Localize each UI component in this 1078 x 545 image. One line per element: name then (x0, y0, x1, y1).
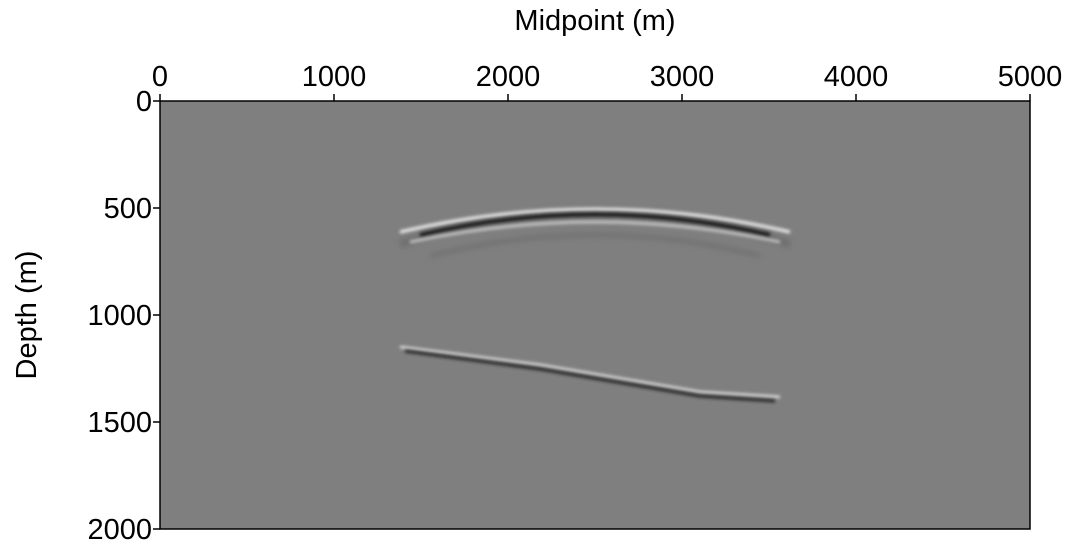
y-axis-label: Depth (m) (11, 251, 43, 380)
y-tick-label: 1500 (87, 407, 152, 439)
x-axis-label: Midpoint (m) (514, 5, 675, 37)
x-tick-label: 1000 (302, 61, 367, 93)
x-tick-label: 4000 (824, 61, 889, 93)
x-tick-label: 3000 (650, 61, 715, 93)
page: Midpoint (m) Depth (m) 0 1000 2000 3000 4000… (0, 0, 1078, 545)
x-tick-label: 0 (152, 61, 168, 93)
x-tick-label: 2000 (476, 61, 541, 93)
y-tick-label: 500 (104, 193, 152, 225)
chart: Midpoint (m) Depth (m) 0 1000 2000 3000 4000… (0, 0, 1078, 545)
y-tick-label: 0 (136, 86, 152, 118)
x-tick-label: 5000 (998, 61, 1063, 93)
y-tick-label: 1000 (87, 300, 152, 332)
image-area (160, 101, 1030, 529)
y-tick-label: 2000 (87, 514, 152, 545)
